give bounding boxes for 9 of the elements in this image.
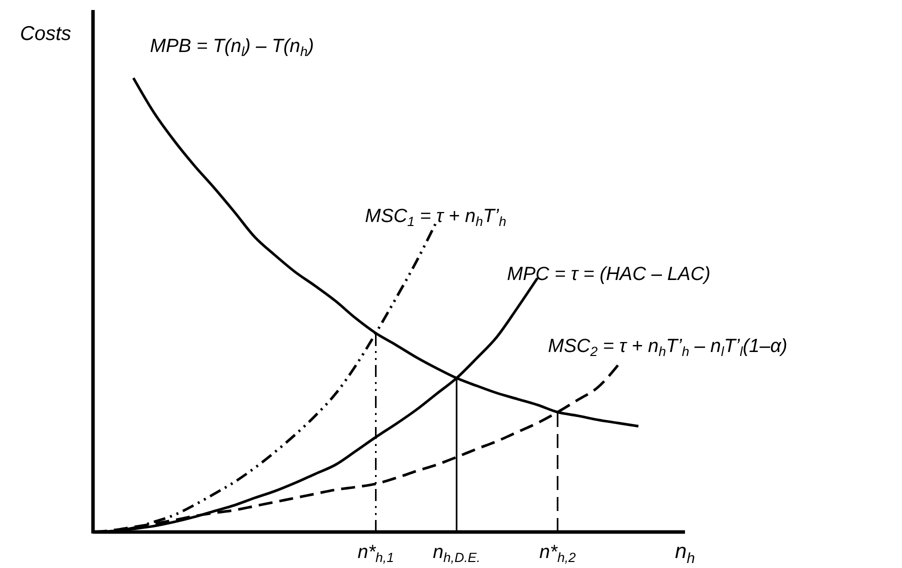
y-axis-title: Costs (20, 23, 72, 45)
x-tick-label: n*$_{h,2}$ (539, 542, 576, 565)
x-tick-label: n*$_{h,1}$ (358, 542, 394, 565)
text: MSC$_{2}$ = τ + n$_{h}$T’$_{h}$ – n$_{l}$T’$_{l}$(1–α) (548, 336, 788, 359)
series-label: MSC$_{1}$ = τ + n$_{h}$T’$_{h}$ (365, 206, 506, 229)
x-tick-label: n$_{h,D.E.}$ (432, 542, 480, 565)
series-label: MPC = τ = (HAC – LAC) (507, 264, 710, 285)
series-label: MPB = T(n$_{l}$) – T(n$_{h}$) (150, 36, 314, 59)
x-axis-title: n$_{h}$ (675, 540, 695, 566)
